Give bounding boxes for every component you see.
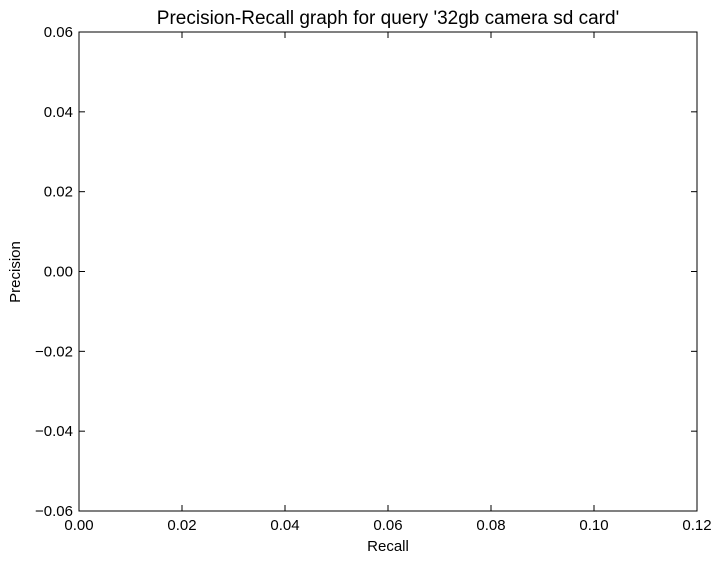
x-tick-label: 0.12 — [682, 517, 711, 534]
y-tick-label: −0.02 — [35, 343, 73, 360]
chart-title: Precision-Recall graph for query '32gb c… — [157, 8, 619, 29]
y-tick-label: −0.04 — [35, 423, 73, 440]
x-tick-label: 0.08 — [476, 517, 505, 534]
x-axis-ticks: 0.00 0.02 0.04 0.06 0.08 0.10 0.12 — [64, 32, 712, 534]
y-axis-label: Precision — [7, 241, 24, 303]
y-tick-label: 0.02 — [44, 184, 73, 201]
x-tick-label: 0.10 — [579, 517, 608, 534]
y-axis-ticks: 0.06 0.04 0.02 0.00 −0.02 −0.04 −0.06 — [35, 24, 697, 520]
y-tick-label: −0.06 — [35, 503, 73, 520]
y-tick-label: 0.04 — [44, 104, 73, 121]
x-tick-label: 0.06 — [373, 517, 402, 534]
x-tick-label: 0.04 — [270, 517, 299, 534]
y-tick-label: 0.06 — [44, 24, 73, 41]
plot-area — [78, 31, 698, 512]
x-tick-label: 0.00 — [64, 517, 93, 534]
y-tick-label: 0.00 — [44, 264, 73, 281]
x-tick-label: 0.02 — [167, 517, 196, 534]
x-axis-label: Recall — [367, 538, 409, 555]
